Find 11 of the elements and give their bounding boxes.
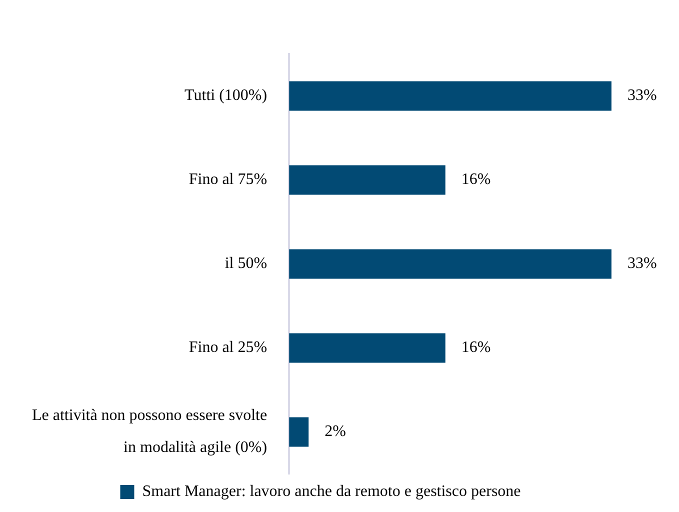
y-tick-label: Fino al 25% [188, 339, 268, 356]
y-tick-label: Le attività non possono essere svolte in modalità agile (0%) [32, 407, 268, 456]
data-label: 16% [461, 171, 491, 188]
y-tick-label: Tutti (100%) [184, 87, 268, 104]
y-tick-label: il 50% [224, 255, 268, 272]
legend-label: Smart Manager: lavoro anche da remoto e gestisco persone [142, 483, 521, 500]
data-label: 33% [627, 255, 657, 272]
y-tick-label: Fino al 75% [188, 171, 268, 188]
data-label: 2% [324, 423, 346, 440]
data-label: 16% [461, 339, 491, 356]
data-label: 33% [627, 87, 657, 104]
